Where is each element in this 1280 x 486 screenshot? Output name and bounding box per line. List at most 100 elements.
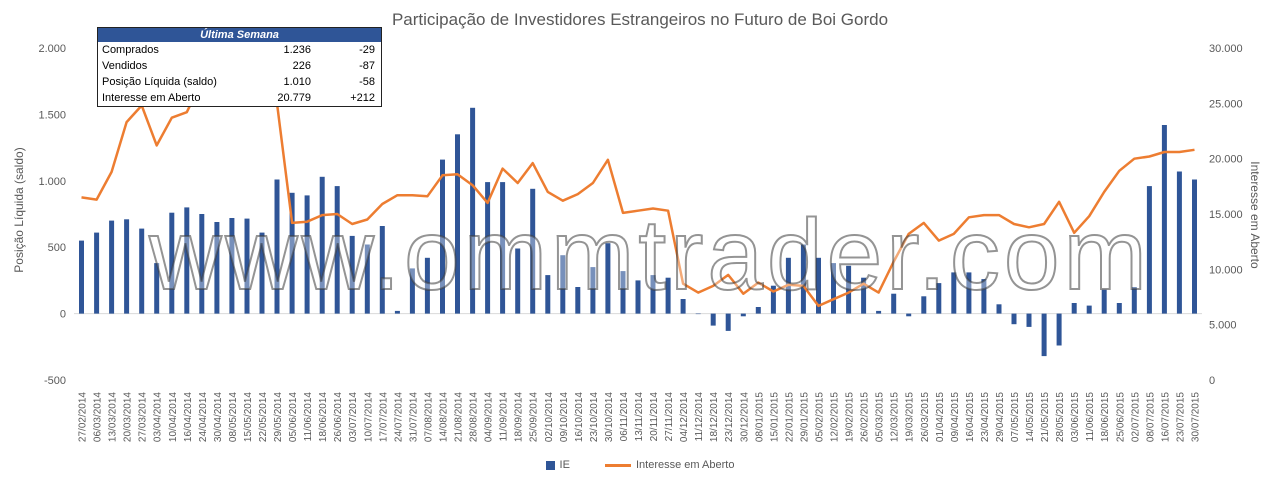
right-tick-label: 15.000 (1209, 209, 1243, 221)
right-tick-label: 10.000 (1209, 264, 1243, 276)
bar (259, 232, 265, 314)
bar (1161, 125, 1167, 314)
x-tick-label: 21/05/2015 (1040, 392, 1051, 442)
bar (440, 159, 445, 314)
x-tick-label: 13/11/2014 (634, 392, 645, 442)
bar (936, 283, 942, 314)
x-tick-label: 23/12/2014 (724, 392, 735, 442)
bar (334, 186, 340, 314)
bar (951, 272, 957, 314)
x-tick-label: 24/04/2014 (198, 392, 209, 442)
x-tick-label: 12/02/2015 (830, 392, 841, 442)
info-value: 1.010 (283, 76, 311, 88)
x-tick-label: 16/10/2014 (574, 392, 585, 442)
bar (1116, 303, 1122, 314)
bar (455, 134, 460, 314)
x-tick-label: 28/08/2014 (469, 392, 480, 442)
bar (891, 293, 897, 314)
bar (665, 277, 671, 314)
bar (409, 268, 415, 314)
x-tick-label: 03/07/2014 (348, 392, 359, 442)
bar (1146, 186, 1152, 314)
bar (861, 277, 867, 314)
x-tick-label: 23/07/2015 (1175, 392, 1186, 442)
x-tick-label: 19/02/2015 (845, 392, 856, 442)
x-tick-label: 09/10/2014 (559, 392, 570, 442)
x-tick-label: 25/06/2015 (1115, 392, 1126, 442)
info-row: Posição Líquida (saldo) 1.010 -58 (98, 74, 381, 90)
bar (695, 313, 701, 315)
x-tick-label: 06/11/2014 (619, 392, 630, 442)
bar (1086, 305, 1092, 314)
bar (94, 232, 100, 314)
x-tick-label: 03/04/2014 (153, 392, 164, 442)
legend-label: IE (559, 459, 570, 472)
x-tick-label: 30/04/2014 (213, 392, 224, 442)
x-tick-label: 05/03/2015 (875, 392, 886, 442)
x-tick-label: 23/04/2015 (980, 392, 991, 442)
x-tick-label: 14/05/2015 (1025, 392, 1036, 442)
bar (560, 255, 566, 314)
bar (800, 244, 806, 314)
x-tick-label: 08/07/2015 (1145, 392, 1156, 442)
x-tick-label: 04/12/2014 (679, 392, 690, 442)
bar (650, 275, 656, 314)
bar (169, 212, 175, 314)
x-tick-label: 08/01/2015 (754, 392, 765, 442)
info-label: Posição Líquida (saldo) (102, 76, 217, 88)
left-tick-label: 0 (60, 309, 66, 321)
x-tick-label: 29/01/2015 (799, 392, 810, 442)
left-tick-label: 500 (48, 242, 66, 254)
bar (394, 310, 400, 314)
x-tick-label: 26/06/2014 (333, 392, 344, 442)
bar (530, 188, 536, 314)
x-tick-label: 16/04/2015 (965, 392, 976, 442)
bar (1056, 313, 1062, 346)
x-tick-label: 18/06/2015 (1100, 392, 1111, 442)
bar (184, 207, 190, 314)
left-tick-label: 1.500 (38, 109, 66, 121)
bar (79, 240, 84, 314)
x-tick-label: 16/07/2015 (1160, 392, 1171, 442)
info-change: -87 (359, 60, 375, 72)
x-tick-label: 10/07/2014 (363, 392, 374, 442)
bar (620, 271, 626, 314)
bar (154, 263, 160, 314)
bar (1176, 171, 1182, 314)
bar (770, 285, 776, 314)
x-tick-label: 24/07/2014 (393, 392, 404, 442)
x-tick-label: 31/07/2014 (408, 392, 419, 442)
info-box-header: Última Semana (98, 28, 381, 42)
x-tick-label: 17/07/2014 (378, 392, 389, 442)
x-tick-label: 26/03/2015 (920, 392, 931, 442)
bar (545, 275, 551, 314)
bar (921, 296, 927, 314)
bar (139, 228, 145, 314)
info-row: Interesse em Aberto 20.779 +212 (98, 90, 381, 106)
x-tick-label: 07/08/2014 (423, 392, 434, 442)
bar (379, 226, 385, 314)
x-tick-label: 23/10/2014 (589, 392, 600, 442)
bar (1041, 313, 1047, 357)
x-tick-label: 06/03/2014 (93, 392, 104, 442)
bar (740, 313, 746, 317)
x-tick-label: 26/02/2015 (860, 392, 871, 442)
x-tick-label: 30/10/2014 (604, 392, 615, 442)
x-tick-label: 18/09/2014 (514, 392, 525, 442)
x-tick-label: 12/03/2015 (890, 392, 901, 442)
x-tick-label: 22/01/2015 (784, 392, 795, 442)
x-tick-label: 27/03/2014 (138, 392, 149, 442)
x-tick-label: 07/05/2015 (1010, 392, 1021, 442)
bar (485, 182, 491, 314)
x-tick-label: 01/04/2015 (935, 392, 946, 442)
info-value: 1.236 (283, 44, 311, 56)
legend-swatch-line (605, 463, 631, 467)
x-tick-label: 25/09/2014 (529, 392, 540, 442)
right-tick-label: 5.000 (1209, 320, 1237, 332)
info-box: Última Semana Comprados 1.236 -29 Vendid… (97, 27, 382, 107)
x-tick-label: 20/03/2014 (123, 392, 134, 442)
bar (755, 307, 761, 314)
bar (1131, 287, 1137, 314)
x-tick-label: 19/03/2015 (905, 392, 916, 442)
